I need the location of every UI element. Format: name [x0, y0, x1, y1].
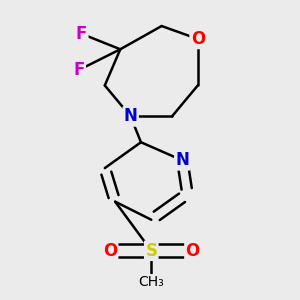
Text: O: O	[185, 242, 200, 260]
Text: CH₃: CH₃	[138, 275, 164, 289]
Text: F: F	[76, 25, 87, 43]
Text: O: O	[103, 242, 117, 260]
Text: F: F	[73, 61, 85, 79]
Text: S: S	[145, 242, 157, 260]
Text: N: N	[124, 107, 138, 125]
Text: O: O	[191, 30, 205, 48]
Text: N: N	[175, 151, 189, 169]
